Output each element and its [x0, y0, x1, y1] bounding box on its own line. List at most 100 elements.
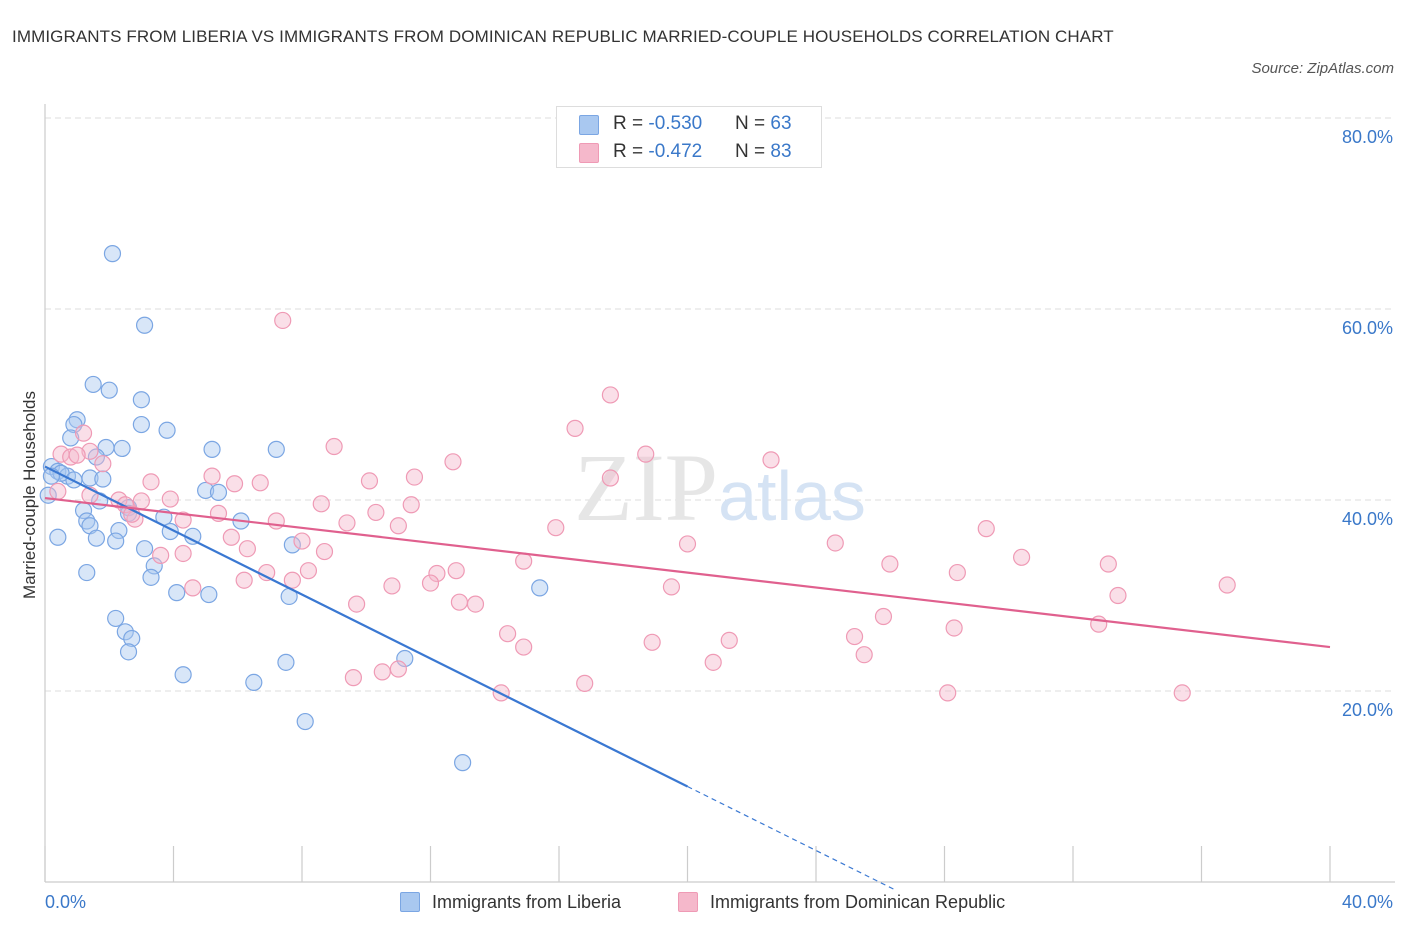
data-point — [110, 521, 128, 540]
legend-swatch-dominican — [678, 892, 698, 912]
data-point — [428, 564, 446, 583]
data-point — [274, 311, 292, 330]
data-point — [945, 619, 963, 637]
y-tick-label: 60.0% — [1342, 318, 1393, 338]
data-point — [142, 568, 160, 586]
data-point — [283, 571, 301, 589]
data-point — [939, 684, 957, 702]
data-point — [466, 595, 485, 613]
n-label: N = — [735, 113, 771, 134]
data-point — [197, 481, 215, 500]
data-point — [662, 578, 681, 596]
data-point — [338, 514, 356, 532]
data-point — [547, 519, 565, 537]
data-point — [389, 517, 407, 535]
data-point — [383, 577, 401, 595]
data-point — [678, 535, 697, 553]
n-value-liberia: 63 — [770, 113, 792, 134]
data-point — [389, 660, 407, 678]
data-point — [402, 496, 420, 514]
data-point — [444, 453, 462, 471]
data-point — [421, 574, 440, 592]
data-point — [222, 528, 240, 546]
data-point — [113, 439, 131, 458]
chart-title: IMMIGRANTS FROM LIBERIA VS IMMIGRANTS FR… — [12, 27, 1114, 46]
data-point — [87, 448, 106, 466]
data-point — [87, 529, 106, 547]
data-point — [855, 646, 873, 664]
data-point — [135, 540, 154, 558]
data-point — [601, 469, 620, 487]
data-point — [132, 415, 150, 434]
watermark: ZIPatlas — [574, 434, 866, 541]
legend-swatch-dominican — [579, 143, 599, 163]
data-point — [720, 631, 738, 649]
data-point — [174, 511, 192, 529]
data-point — [235, 571, 253, 589]
data-point — [637, 445, 655, 463]
data-point — [132, 492, 150, 510]
data-point — [360, 472, 379, 490]
data-point — [1109, 586, 1127, 605]
data-point — [107, 609, 125, 628]
data-point — [1099, 555, 1117, 573]
data-point — [325, 437, 343, 456]
data-point — [245, 673, 263, 692]
legend-swatch-liberia — [400, 892, 420, 912]
data-point — [49, 482, 67, 501]
data-point — [116, 623, 134, 641]
data-point — [225, 475, 244, 493]
data-point — [238, 540, 256, 558]
data-point — [315, 542, 334, 561]
data-point — [161, 490, 179, 508]
data-point — [296, 712, 314, 731]
x-tick-label: 0.0% — [45, 892, 86, 912]
data-point — [643, 633, 661, 651]
data-point — [566, 419, 584, 437]
data-point — [293, 532, 311, 550]
watermark-atlas: atlas — [718, 457, 866, 535]
data-point — [344, 669, 362, 687]
data-point — [74, 424, 93, 442]
trend-line-1 — [44, 496, 1331, 649]
n-value-dominican: 83 — [770, 141, 792, 162]
data-point — [209, 483, 228, 501]
data-point — [405, 468, 424, 486]
source-label: Source: ZipAtlas.com — [1251, 60, 1394, 77]
axes — [44, 104, 1395, 883]
correlation-legend: R = -0.530 N = 63 R = -0.472 N = 83 — [556, 106, 822, 168]
watermark-zip: ZIP — [574, 434, 718, 541]
data-point — [184, 579, 202, 597]
data-point — [200, 585, 218, 604]
data-point — [396, 649, 414, 668]
data-point — [601, 386, 620, 404]
n-label: N = — [735, 141, 771, 162]
data-point — [100, 381, 118, 399]
data-point — [267, 440, 285, 458]
data-point — [251, 474, 269, 492]
legend-label-dominican: Immigrants from Dominican Republic — [710, 892, 1006, 912]
data-point — [447, 562, 465, 580]
data-point — [948, 563, 966, 582]
x-tick-label: 40.0% — [1342, 892, 1393, 912]
data-point — [826, 534, 844, 552]
data-point — [1012, 548, 1031, 566]
data-point — [704, 653, 722, 671]
data-point — [81, 442, 99, 460]
data-point — [174, 666, 192, 684]
data-point — [84, 375, 102, 394]
data-point — [1173, 684, 1191, 702]
y-tick-label: 80.0% — [1342, 127, 1393, 147]
trend-lines — [44, 465, 1331, 892]
data-point — [1218, 576, 1236, 594]
data-point — [203, 440, 221, 458]
legend-label-liberia: Immigrants from Liberia — [432, 892, 622, 912]
data-point — [135, 316, 154, 334]
y-tick-label: 20.0% — [1342, 700, 1393, 720]
data-point — [762, 451, 780, 469]
data-point — [348, 595, 366, 613]
data-point — [78, 563, 96, 582]
data-point — [94, 470, 112, 488]
data-point — [515, 638, 533, 656]
r-value-liberia: -0.530 — [648, 113, 703, 134]
